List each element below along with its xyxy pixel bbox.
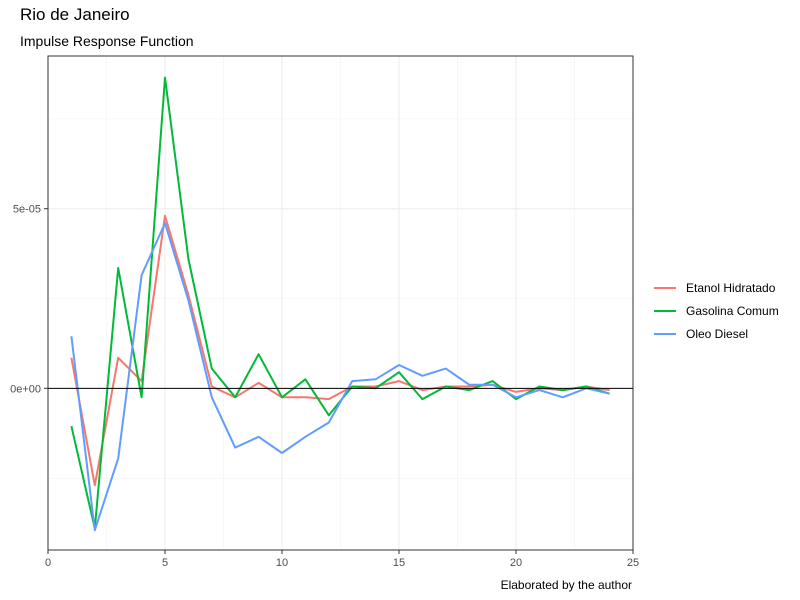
x-tick-label: 25 xyxy=(627,557,639,569)
x-tick-label: 10 xyxy=(276,557,288,569)
y-tick-label: 5e-05 xyxy=(13,204,41,216)
chart-subtitle: Impulse Response Function xyxy=(20,33,194,49)
chart-caption: Elaborated by the author xyxy=(500,578,632,592)
legend-swatch xyxy=(654,286,676,289)
legend: Etanol Hidratado Gasolina Comum Oleo Diese… xyxy=(654,276,779,345)
legend-swatch xyxy=(654,332,676,335)
panel-border xyxy=(47,55,634,551)
legend-label: Etanol Hidratado xyxy=(686,280,776,295)
x-tick-label: 5 xyxy=(162,557,168,569)
legend-item: Etanol Hidratado xyxy=(654,276,779,299)
legend-item: Gasolina Comum xyxy=(654,299,779,322)
x-tick-label: 20 xyxy=(510,557,522,569)
legend-label: Oleo Diesel xyxy=(686,326,749,341)
x-tick-label: 0 xyxy=(45,557,51,569)
legend-swatch xyxy=(654,309,676,312)
x-tick-label: 15 xyxy=(393,557,405,569)
legend-label: Gasolina Comum xyxy=(686,303,779,318)
legend-item: Oleo Diesel xyxy=(654,322,779,345)
series-line xyxy=(70,214,610,487)
series-line xyxy=(70,222,610,532)
y-tick-label: 0e+00 xyxy=(10,383,41,395)
chart-title: Rio de Janeiro xyxy=(20,5,130,24)
